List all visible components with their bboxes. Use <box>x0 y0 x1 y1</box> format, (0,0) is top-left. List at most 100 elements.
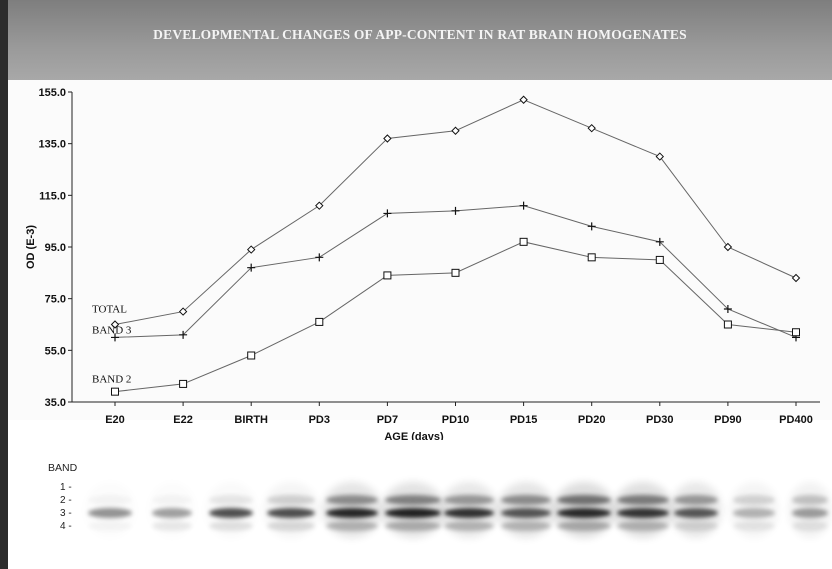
data-point-square <box>247 351 256 360</box>
data-point-plus <box>315 253 324 262</box>
data-point-diamond <box>178 307 188 316</box>
left-border <box>0 0 8 569</box>
x-tick-label: PD10 <box>442 414 470 426</box>
blot-band-2 <box>385 495 441 505</box>
data-point-square <box>179 379 188 388</box>
y-tick-label: 135.0 <box>38 139 66 151</box>
blot-band-4 <box>674 521 718 531</box>
data-point-plus <box>723 305 732 313</box>
blot-band-3 <box>501 508 551 518</box>
x-tick-label: PD90 <box>714 414 742 426</box>
plot-background <box>8 80 832 420</box>
data-point-plus <box>247 263 256 272</box>
x-tick-label: PD400 <box>779 414 813 426</box>
x-tick-label: PD7 <box>377 414 398 426</box>
data-point-plus <box>179 330 188 339</box>
blot-band-2 <box>444 495 494 505</box>
blot-band-title: BAND <box>48 462 78 474</box>
blot-band-4 <box>617 521 669 531</box>
blot-band-3 <box>209 508 253 518</box>
y-tick-label: 95.0 <box>45 242 66 254</box>
series-label-0: TOTAL <box>92 304 127 316</box>
blot-band-3 <box>733 508 775 518</box>
data-point-square <box>587 253 596 262</box>
data-point-plus <box>383 209 392 218</box>
y-tick-label: 35.0 <box>45 397 66 409</box>
blot-band-4 <box>733 521 775 531</box>
series-lines <box>114 99 797 393</box>
blot-image <box>88 482 832 538</box>
blot-band-4 <box>557 521 611 531</box>
blot-band-3 <box>617 508 669 518</box>
blot-marker-2: 2 - <box>60 495 72 506</box>
data-point-diamond <box>791 273 801 283</box>
x-tick-label: PD20 <box>578 414 606 426</box>
blot-band-4 <box>326 521 378 531</box>
data-point-diamond <box>587 123 596 133</box>
data-point-diamond <box>246 245 256 254</box>
data-point-square <box>792 328 800 337</box>
blot-band-3 <box>152 508 192 518</box>
y-axis-label: OD (E-3) <box>25 225 37 269</box>
blot-band-4 <box>267 521 315 531</box>
data-point-plus <box>519 201 528 210</box>
blot-band-2 <box>267 495 315 505</box>
series-markers <box>110 95 801 396</box>
blot-band-3 <box>88 508 132 518</box>
data-point-diamond <box>110 320 120 329</box>
x-tick-label: PD30 <box>646 414 674 426</box>
blot-band-2 <box>326 495 378 505</box>
blot-band-3 <box>385 508 441 518</box>
x-tick-label: BIRTH <box>234 414 268 426</box>
x-axis-label: AGE (days) <box>384 431 444 440</box>
data-point-diamond <box>315 201 324 210</box>
data-point-plus <box>451 206 460 215</box>
blot-band-4 <box>152 521 192 531</box>
x-tick-label: PD15 <box>510 414 538 426</box>
y-tick-label: 155.0 <box>38 87 66 99</box>
data-point-plus <box>655 237 664 246</box>
blot-band-3 <box>444 508 494 518</box>
blot-band-2 <box>88 495 132 505</box>
blot-band-3 <box>792 508 828 518</box>
data-point-diamond <box>519 95 528 104</box>
data-point-square <box>655 255 664 264</box>
blot-band-4 <box>501 521 551 531</box>
blot-band-4 <box>792 521 828 531</box>
data-point-plus <box>587 222 596 231</box>
data-point-diamond <box>451 126 460 135</box>
x-tick-label: E20 <box>105 414 125 426</box>
data-point-square <box>451 268 460 277</box>
blot-band-3 <box>326 508 378 518</box>
blot-band-4 <box>88 521 132 531</box>
blot-band-3 <box>557 508 611 518</box>
series-label-2: BAND 2 <box>92 374 131 386</box>
blot-marker-4: 4 - <box>60 521 72 532</box>
blot-band-2 <box>733 495 775 505</box>
data-point-diamond <box>655 152 665 161</box>
blot-band-2 <box>557 495 611 505</box>
data-point-square <box>111 387 119 396</box>
y-tick-label: 115.0 <box>39 190 66 202</box>
y-tick-label: 55.0 <box>45 345 66 357</box>
data-point-square <box>383 271 392 280</box>
x-tick-label: E22 <box>173 414 193 426</box>
blot-band-4 <box>385 521 441 531</box>
blot-band-3 <box>267 508 315 518</box>
blot-band-4 <box>444 521 494 531</box>
y-tick-label: 75.0 <box>45 294 66 306</box>
x-tick-label: PD3 <box>309 414 330 426</box>
blot-band-2 <box>674 495 718 505</box>
data-point-diamond <box>383 134 392 143</box>
blot-band-2 <box>501 495 551 505</box>
data-point-plus <box>111 333 119 342</box>
blot-marker-3: 3 - <box>60 508 72 519</box>
blot-band-3 <box>674 508 718 518</box>
blot-band-2 <box>152 495 192 505</box>
data-point-diamond <box>723 242 733 252</box>
blot-band-4 <box>209 521 253 531</box>
blot-band-2 <box>617 495 669 505</box>
data-point-square <box>723 320 732 329</box>
series-labels: TOTAL BAND 3 BAND 2 <box>92 304 132 386</box>
